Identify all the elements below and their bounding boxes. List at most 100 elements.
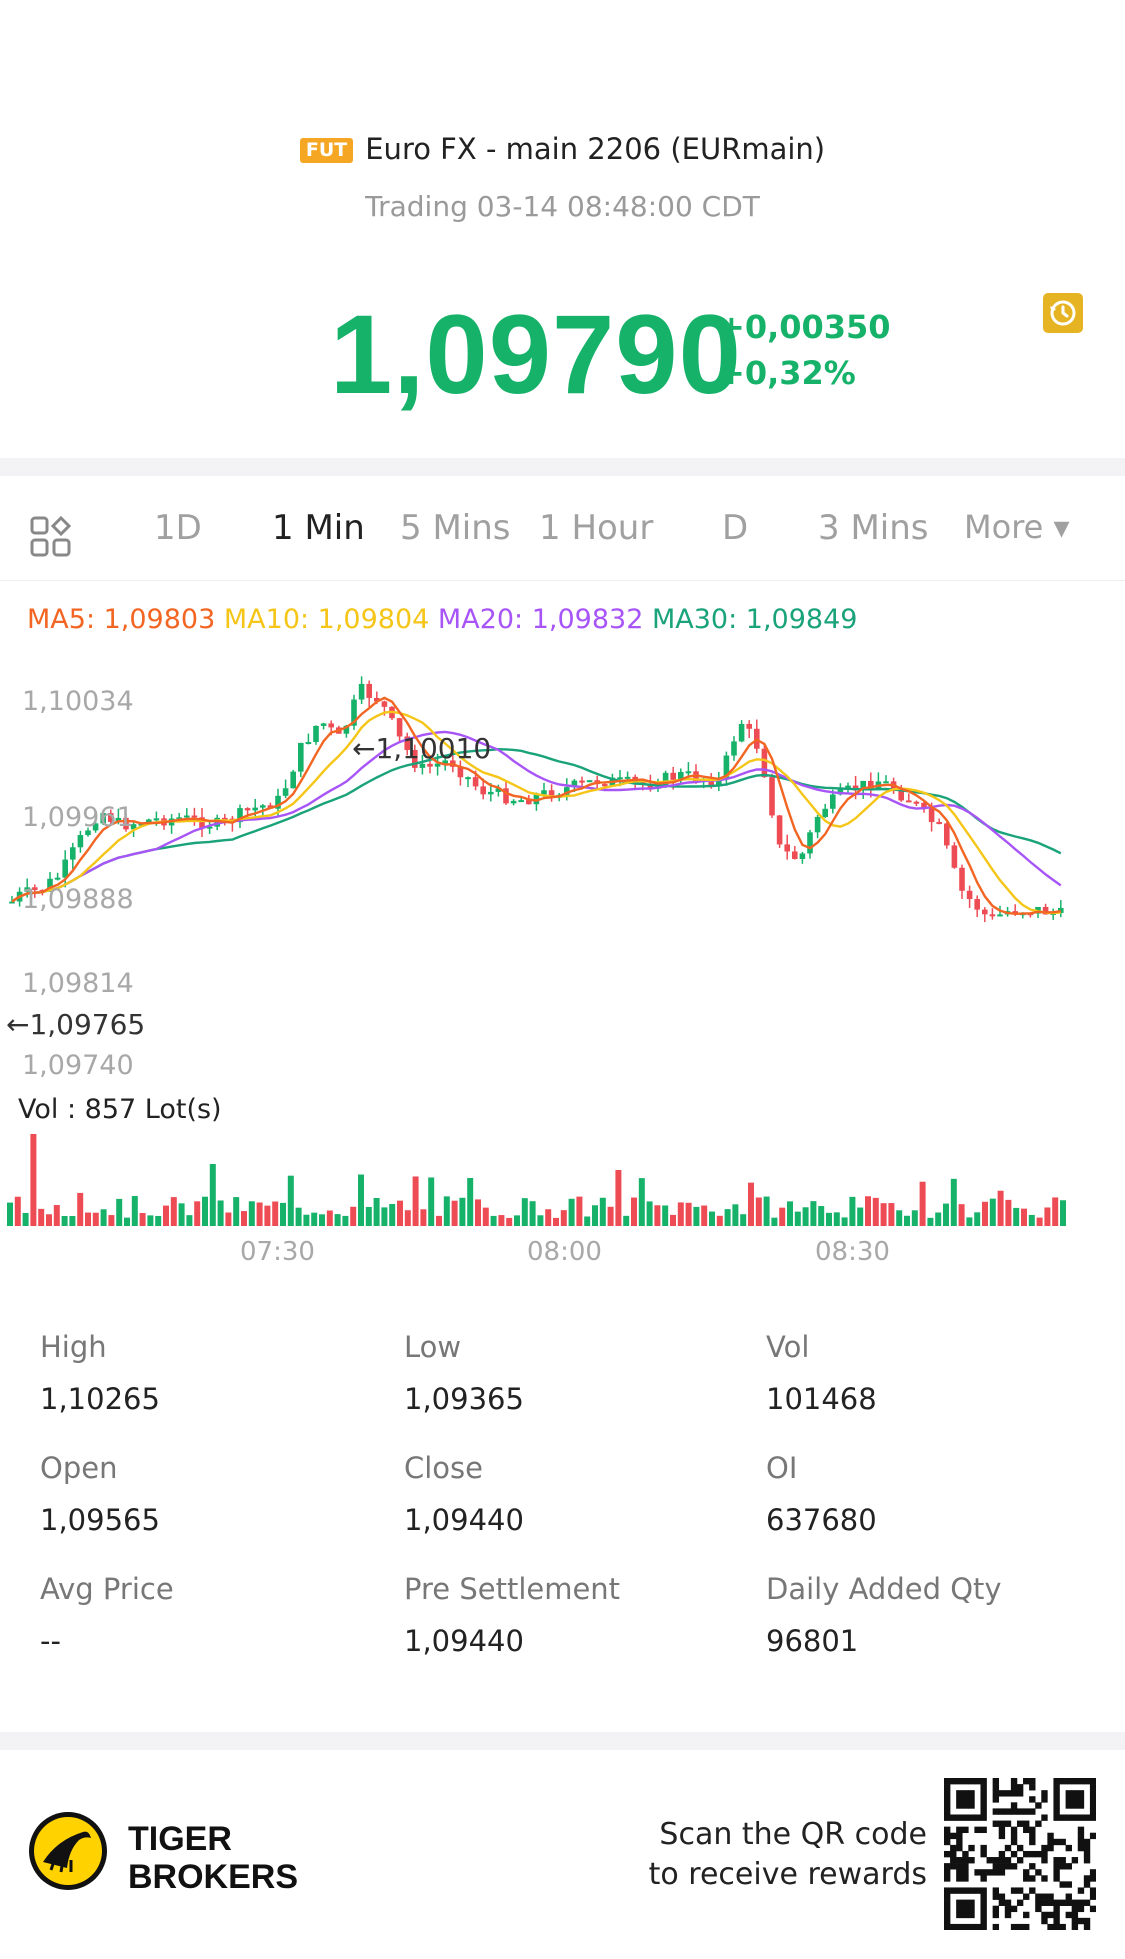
tab-more-dropdown[interactable]: More ▾ — [964, 508, 1070, 546]
volume-bar — [311, 1212, 318, 1226]
qr-module — [1035, 1905, 1042, 1913]
qr-module — [1023, 1875, 1030, 1882]
volume-bar — [693, 1206, 700, 1226]
volume-bar — [397, 1200, 403, 1226]
candle-body — [130, 824, 137, 830]
qr-module — [992, 1784, 1000, 1791]
candle-body — [921, 802, 927, 808]
qr-module — [980, 1808, 987, 1815]
volume-bar — [865, 1196, 871, 1226]
volume-bar — [763, 1196, 770, 1226]
tab-5-mins[interactable]: 5 Mins — [400, 508, 511, 548]
qr-module — [1041, 1857, 1048, 1864]
qr-module — [962, 1790, 969, 1797]
volume-bar — [943, 1203, 949, 1226]
qr-module — [986, 1869, 993, 1876]
candle-body — [222, 817, 228, 820]
candle-body — [982, 909, 988, 915]
stat-close: Close 1,09440 — [404, 1451, 524, 1537]
candlestick-chart[interactable]: 1,10034 1,09961 1,09888 1,09814 1,09740 … — [0, 660, 1125, 1280]
qr-module — [998, 1850, 1006, 1858]
qr-module — [1089, 1796, 1096, 1803]
qr-module — [1083, 1857, 1091, 1864]
layout-toggle-button[interactable] — [30, 515, 74, 562]
tab-3-mins[interactable]: 3 Mins — [818, 508, 929, 548]
volume-bar — [794, 1211, 801, 1226]
qr-module — [1004, 1905, 1012, 1913]
qr-module — [1071, 1905, 1079, 1913]
qr-module — [956, 1863, 963, 1870]
volume-bar — [646, 1201, 653, 1226]
qr-module — [980, 1887, 987, 1894]
qr-module — [1059, 1857, 1066, 1864]
volume-bar — [209, 1164, 216, 1226]
candle-body — [966, 890, 973, 900]
qr-module — [944, 1887, 951, 1894]
candle-body — [723, 755, 730, 778]
qr-module — [1065, 1790, 1072, 1797]
volume-bar — [802, 1207, 809, 1226]
volume-bar — [615, 1170, 622, 1226]
qr-module — [944, 1869, 951, 1876]
tab-1-hour[interactable]: 1 Hour — [539, 508, 654, 548]
volume-bar — [53, 1205, 60, 1226]
volume-bar — [38, 1208, 45, 1226]
candle-body — [298, 742, 304, 772]
candle-body — [1012, 911, 1018, 914]
qr-module — [1071, 1778, 1079, 1785]
stat-low: Low 1,09365 — [404, 1330, 524, 1416]
candle-body — [784, 844, 790, 852]
stat-value: 101468 — [766, 1382, 877, 1416]
candle-body — [457, 766, 464, 778]
volume-bar — [950, 1178, 957, 1226]
qr-module — [1029, 1784, 1036, 1791]
volume-bar — [748, 1182, 754, 1226]
qr-module — [956, 1923, 963, 1930]
history-button[interactable] — [1043, 293, 1083, 333]
x-axis-label: 07:30 — [240, 1237, 315, 1267]
candle-body — [24, 887, 30, 892]
tab-d[interactable]: D — [722, 508, 749, 548]
qr-module — [944, 1784, 951, 1791]
tab-1-min[interactable]: 1 Min — [272, 508, 365, 548]
x-axis-label: 08:30 — [815, 1237, 890, 1267]
volume-bar — [170, 1197, 177, 1226]
trading-status: Trading 03-14 08:48:00 CDT — [365, 190, 760, 223]
qr-module — [1047, 1911, 1054, 1919]
candle-body — [305, 742, 312, 745]
qr-module — [992, 1808, 1000, 1815]
qr-module — [992, 1923, 1000, 1930]
qr-module — [998, 1790, 1006, 1797]
tab-1d[interactable]: 1D — [154, 508, 202, 548]
qr-code-image[interactable] — [944, 1778, 1096, 1930]
volume-bar — [560, 1210, 567, 1226]
qr-module — [1083, 1844, 1091, 1852]
volume-bar — [194, 1201, 201, 1226]
section-divider — [0, 458, 1125, 476]
ma20-value: MA20: 1,09832 — [437, 604, 644, 635]
stat-open: Open 1,09565 — [40, 1451, 160, 1537]
qr-module — [968, 1790, 975, 1797]
volume-bar — [248, 1201, 255, 1226]
stat-label: Daily Added Qty — [766, 1572, 1002, 1606]
qr-module — [956, 1911, 963, 1919]
qr-module — [1089, 1784, 1096, 1791]
candle-body — [518, 800, 524, 803]
volume-bar — [724, 1209, 731, 1226]
grid-layout-icon — [30, 515, 72, 557]
qr-module — [1029, 1863, 1036, 1870]
volume-bar — [888, 1203, 895, 1226]
candle-body — [419, 763, 426, 768]
volume-bar — [732, 1204, 739, 1226]
qr-module — [944, 1826, 951, 1834]
qr-module — [950, 1863, 957, 1870]
volume-bar — [1013, 1207, 1020, 1226]
qr-module — [962, 1778, 969, 1785]
qr-module — [1053, 1838, 1060, 1846]
candle-body — [275, 795, 281, 809]
qr-module — [1010, 1832, 1018, 1840]
qr-module — [1083, 1814, 1091, 1821]
qr-module — [998, 1893, 1006, 1900]
candle-body — [913, 801, 920, 804]
qr-module — [1004, 1820, 1012, 1827]
